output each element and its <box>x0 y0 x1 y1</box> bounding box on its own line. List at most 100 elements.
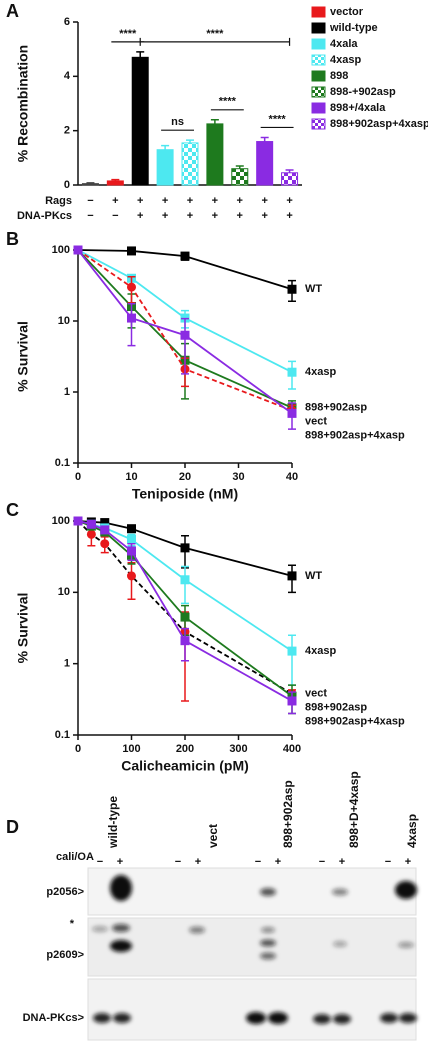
band <box>332 888 348 896</box>
condition-sign: + <box>261 195 267 207</box>
lane-sign: − <box>175 856 181 868</box>
bar <box>156 149 174 186</box>
x-tick-label: 100 <box>122 743 140 755</box>
bar <box>131 56 149 186</box>
band <box>268 1012 288 1024</box>
asterisk: * <box>70 918 75 930</box>
marker <box>100 539 110 549</box>
lane-sign: + <box>339 856 345 868</box>
y-tick-label: 10 <box>58 315 70 327</box>
band <box>93 1013 111 1023</box>
error-bar <box>235 165 244 169</box>
error-bar <box>161 144 170 150</box>
bar <box>181 142 199 186</box>
condition-label: DNA-PKcs <box>17 210 72 222</box>
error-bar <box>127 302 136 347</box>
row-label: p2609> <box>46 949 84 961</box>
lane-sign: + <box>275 856 281 868</box>
error-bar <box>210 119 219 124</box>
marker <box>287 696 297 706</box>
legend-label: 4xala <box>330 38 358 50</box>
row-label: p2056> <box>46 886 84 898</box>
lane-label: 898+D+4xasp <box>347 771 361 848</box>
legend-swatch <box>311 38 326 50</box>
blot-box <box>87 978 417 1041</box>
y-tick-label: 1 <box>64 386 70 398</box>
condition-sign: + <box>261 210 267 222</box>
significance-label: ns <box>171 116 184 128</box>
panel-label: C <box>6 500 19 520</box>
y-tick-label: 100 <box>52 244 70 256</box>
blot <box>87 867 417 1041</box>
blot-box <box>87 867 417 916</box>
legend-label: 898+902asp+4xasp <box>330 118 428 130</box>
marker <box>127 571 136 581</box>
condition-sign: + <box>237 195 243 207</box>
x-tick-label: 20 <box>179 471 191 483</box>
legend-label: 4xasp <box>330 54 361 66</box>
lane-sign: + <box>117 856 123 868</box>
lane-label: vect <box>206 824 220 848</box>
legend-label: 898+/4xala <box>330 102 386 114</box>
series-label: 898+902asp <box>305 402 367 414</box>
marker <box>287 408 297 418</box>
marker <box>127 524 136 534</box>
series-label: WT <box>305 283 322 295</box>
error-bar <box>181 317 189 375</box>
series-label: 898+902asp+4xasp <box>305 430 405 442</box>
marker <box>287 284 297 294</box>
band <box>380 1013 398 1023</box>
condition-sign: + <box>237 210 243 222</box>
condition-sign: + <box>137 210 143 222</box>
legend-swatch <box>311 102 326 114</box>
marker <box>73 245 83 255</box>
x-tick-label: 30 <box>232 471 244 483</box>
condition-sign: + <box>162 195 168 207</box>
band <box>395 881 417 899</box>
error-bar <box>136 51 145 58</box>
significance-label: **** <box>119 28 137 40</box>
error-bar <box>285 169 294 173</box>
series-line <box>77 249 293 415</box>
band <box>333 941 347 947</box>
bar <box>256 141 274 186</box>
band <box>313 1014 331 1024</box>
band <box>398 942 414 948</box>
marker <box>100 525 110 535</box>
y-axis-title: % Survival <box>15 593 31 664</box>
marker <box>287 571 297 581</box>
y-tick-label: 10 <box>58 586 70 598</box>
x-tick-label: 0 <box>75 743 81 755</box>
marker <box>86 529 96 539</box>
lane-sign: − <box>97 856 103 868</box>
marker <box>180 251 190 261</box>
marker <box>127 282 136 292</box>
marker <box>127 246 136 256</box>
lane-sign: + <box>195 856 201 868</box>
y-axis-title: % Survival <box>15 321 31 392</box>
band <box>189 926 205 934</box>
band <box>110 940 132 952</box>
band <box>246 1012 266 1024</box>
condition-sign: − <box>112 210 118 222</box>
panel-label: B <box>6 229 19 249</box>
bar <box>231 168 249 186</box>
significance-label: **** <box>219 96 237 108</box>
marker <box>86 519 96 529</box>
marker <box>180 330 190 340</box>
legend-swatch <box>311 118 326 130</box>
x-axis-title: Teniposide (nM) <box>132 486 238 502</box>
bar <box>81 183 99 186</box>
marker <box>127 546 136 556</box>
y-tick-label: 2 <box>64 125 70 137</box>
marker <box>180 543 190 553</box>
marker <box>127 313 136 323</box>
series-label: WT <box>305 570 322 582</box>
band <box>260 888 276 896</box>
marker <box>180 575 190 585</box>
y-tick-label: 1 <box>64 658 70 670</box>
bar <box>106 180 124 186</box>
bar <box>281 172 299 186</box>
bands <box>92 875 417 1024</box>
condition-sign: − <box>87 210 93 222</box>
